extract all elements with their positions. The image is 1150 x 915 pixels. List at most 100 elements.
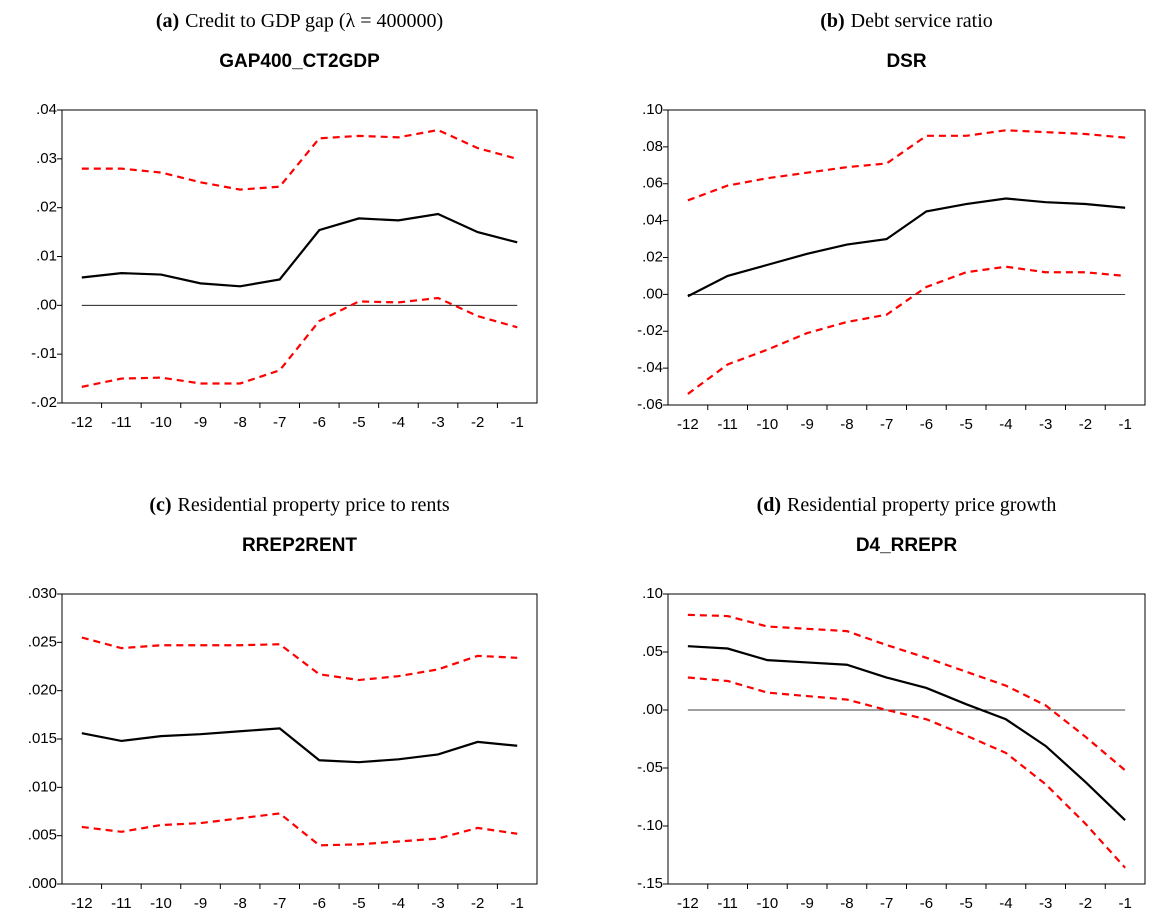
y-tick-label: .10 — [642, 101, 663, 118]
x-tick-label: -11 — [111, 895, 132, 912]
y-tick-label: -.04 — [637, 359, 663, 376]
x-tick-label: -3 — [1039, 416, 1052, 433]
y-tick-label: -.02 — [31, 394, 57, 411]
x-tick-label: -10 — [150, 414, 172, 431]
x-tick-label: -7 — [273, 895, 286, 912]
y-tick-label: -.05 — [637, 759, 663, 776]
estimate-line — [81, 212, 518, 288]
y-tick-label: -.10 — [637, 817, 663, 834]
x-tick-label: -10 — [150, 895, 172, 912]
y-tick-label: .01 — [36, 247, 57, 264]
chart-title: D4_RREPR — [856, 535, 958, 556]
estimate-line — [687, 197, 1126, 298]
x-tick-label: -12 — [677, 416, 699, 433]
x-tick-label: -8 — [840, 416, 853, 433]
x-tick-label: -8 — [840, 895, 853, 912]
caption-text: Debt service ratio — [851, 10, 993, 32]
x-tick-label: -2 — [1079, 416, 1092, 433]
caption-label: (a) — [156, 10, 179, 32]
x-tick-label: -6 — [920, 416, 933, 433]
caption-label: (d) — [757, 494, 781, 516]
y-tick-label: .04 — [642, 212, 663, 229]
x-tick-label: -2 — [1079, 895, 1092, 912]
panel: (b) Debt service ratio DSR -.06 -.04 -.02 .00.… — [637, 10, 1146, 433]
chart-title: DSR — [886, 51, 926, 72]
x-tick-label: -5 — [352, 414, 365, 431]
y-tick-label: .030 — [28, 585, 57, 602]
y-tick-label: .06 — [642, 175, 663, 192]
y-tick-label: .000 — [28, 875, 57, 892]
caption-label: (b) — [820, 10, 844, 32]
x-tick-label: -5 — [959, 416, 972, 433]
x-tick-label: -3 — [1039, 895, 1052, 912]
y-tick-label: .00 — [36, 296, 57, 313]
x-tick-label: -3 — [431, 414, 444, 431]
y-tick-label: .015 — [28, 730, 57, 747]
y-tick-label: .00 — [642, 285, 663, 302]
y-tick-label: .03 — [36, 150, 57, 167]
panel: (c) Residential property price to rents RR… — [28, 494, 538, 912]
x-tick-label: -9 — [800, 416, 813, 433]
plot-frame — [667, 593, 1146, 885]
y-tick-label: .02 — [36, 199, 57, 216]
x-tick-label: -4 — [392, 895, 405, 912]
x-tick-label: -6 — [313, 895, 326, 912]
estimate-line — [687, 645, 1126, 821]
y-tick-label: -.06 — [637, 396, 663, 413]
x-tick-label: -4 — [392, 414, 405, 431]
x-tick-label: -1 — [511, 414, 524, 431]
chart-title: GAP400_CT2GDP — [219, 51, 380, 72]
x-tick-label: -7 — [880, 416, 893, 433]
y-tick-label: -.15 — [637, 875, 663, 892]
x-tick-label: -1 — [1118, 416, 1131, 433]
band-line — [687, 129, 1126, 202]
x-tick-label: -7 — [273, 414, 286, 431]
x-tick-label: -12 — [71, 895, 93, 912]
caption-label: (c) — [149, 494, 171, 516]
band-line — [687, 613, 1126, 772]
y-tick-label: .08 — [642, 138, 663, 155]
panel: (d) Residential property price growth D4_R… — [637, 494, 1146, 912]
y-tick-label: .04 — [36, 101, 57, 118]
y-tick-label: .10 — [642, 585, 663, 602]
x-tick-label: -9 — [194, 895, 207, 912]
x-tick-label: -2 — [471, 895, 484, 912]
y-tick-label: .00 — [642, 701, 663, 718]
x-tick-label: -6 — [313, 414, 326, 431]
estimate-line — [81, 727, 518, 764]
panel: (a) Credit to GDP gap (λ = 400000) GAP400_… — [31, 10, 538, 431]
x-tick-label: -6 — [920, 895, 933, 912]
x-tick-label: -5 — [352, 895, 365, 912]
caption: (c) Residential property price to rents — [149, 494, 450, 516]
y-tick-label: .05 — [642, 643, 663, 660]
x-tick-label: -5 — [959, 895, 972, 912]
band-line — [81, 128, 518, 191]
x-tick-label: -11 — [717, 416, 738, 433]
x-tick-label: -8 — [233, 414, 246, 431]
caption: (b) Debt service ratio — [820, 10, 993, 32]
y-tick-label: -.02 — [637, 322, 663, 339]
x-tick-label: -2 — [471, 414, 484, 431]
x-tick-label: -1 — [1118, 895, 1131, 912]
x-tick-label: -10 — [757, 895, 779, 912]
x-tick-label: -3 — [431, 895, 444, 912]
y-tick-label: -.01 — [31, 345, 57, 362]
x-tick-label: -1 — [511, 895, 524, 912]
y-tick-label: .02 — [642, 248, 663, 265]
y-tick-label: .020 — [28, 682, 57, 699]
band-line — [81, 296, 518, 388]
x-tick-label: -11 — [717, 895, 738, 912]
x-tick-label: -9 — [800, 895, 813, 912]
x-tick-label: -12 — [71, 414, 93, 431]
band-line — [81, 636, 518, 682]
x-tick-label: -4 — [999, 416, 1012, 433]
chart-title: RREP2RENT — [242, 535, 357, 556]
caption: (d) Residential property price growth — [757, 494, 1057, 516]
band-line — [81, 812, 518, 847]
x-tick-label: -10 — [757, 416, 779, 433]
y-tick-label: .005 — [28, 827, 57, 844]
x-tick-label: -9 — [194, 414, 207, 431]
x-tick-label: -8 — [233, 895, 246, 912]
